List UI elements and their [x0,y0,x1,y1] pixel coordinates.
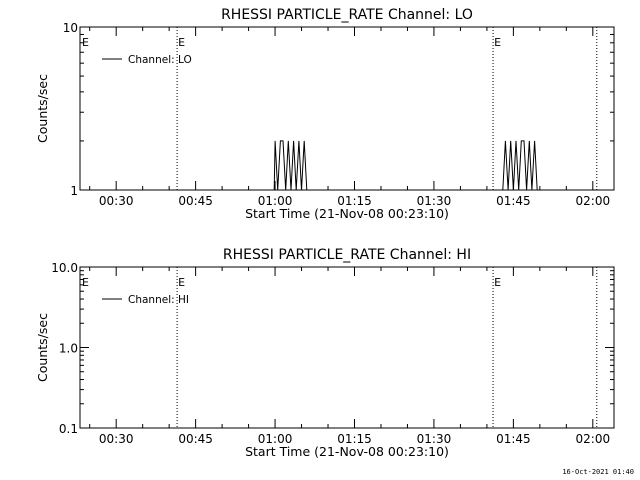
x-tick-label: 01:00 [258,194,293,208]
x-tick-label: 01:30 [417,432,452,446]
x-tick-label: 00:45 [178,194,213,208]
x-tick-label: 02:00 [576,194,611,208]
plot-frame [79,26,615,191]
x-tick-label: 00:30 [99,194,134,208]
y-axis-label: Counts/sec [35,313,50,382]
event-label: E [494,36,501,49]
y-tick-label: 10 [63,21,78,35]
footer-timestamp: 16-Oct-2021 01:40 [562,468,634,476]
y-tick-label: 0.1 [59,422,78,436]
x-tick-label: 00:45 [178,432,213,446]
chart-panel-1: RHESSI PARTICLE_RATE Channel: LO 00:30 00:… [35,7,615,221]
x-axis-label: Start Time (21-Nov-08 00:23:10) [245,444,449,459]
series-line [80,140,614,191]
x-tick-label: 01:15 [337,194,372,208]
event-label-left: E [82,276,89,289]
event-label: E [178,276,185,289]
chart-title: RHESSI PARTICLE_RATE Channel: LO [221,7,473,23]
event-label: E [178,36,185,49]
plot-frame [79,266,615,429]
y-axis-label: Counts/sec [35,74,50,143]
legend-label: Channel: HI [128,294,189,306]
x-tick-label: 01:00 [258,432,293,446]
chart-title: RHESSI PARTICLE_RATE Channel: HI [223,247,471,263]
chart-panel-2: RHESSI PARTICLE_RATE Channel: HI 00:30 00:… [35,247,615,459]
x-tick-label: 01:15 [337,432,372,446]
x-tick-label: 00:30 [99,432,134,446]
x-axis-label: Start Time (21-Nov-08 00:23:10) [245,206,449,221]
y-tick-label: 1.0 [59,342,78,356]
x-tick-label: 01:45 [496,432,531,446]
y-tick-label: 10.0 [51,261,78,275]
y-tick-label: 1 [70,184,78,198]
x-tick-label: 01:45 [496,194,531,208]
legend-label: Channel: LO [128,54,192,66]
x-tick-label: 01:30 [417,194,452,208]
event-label: E [494,276,501,289]
event-label-left: E [82,36,89,49]
x-tick-label: 02:00 [576,432,611,446]
